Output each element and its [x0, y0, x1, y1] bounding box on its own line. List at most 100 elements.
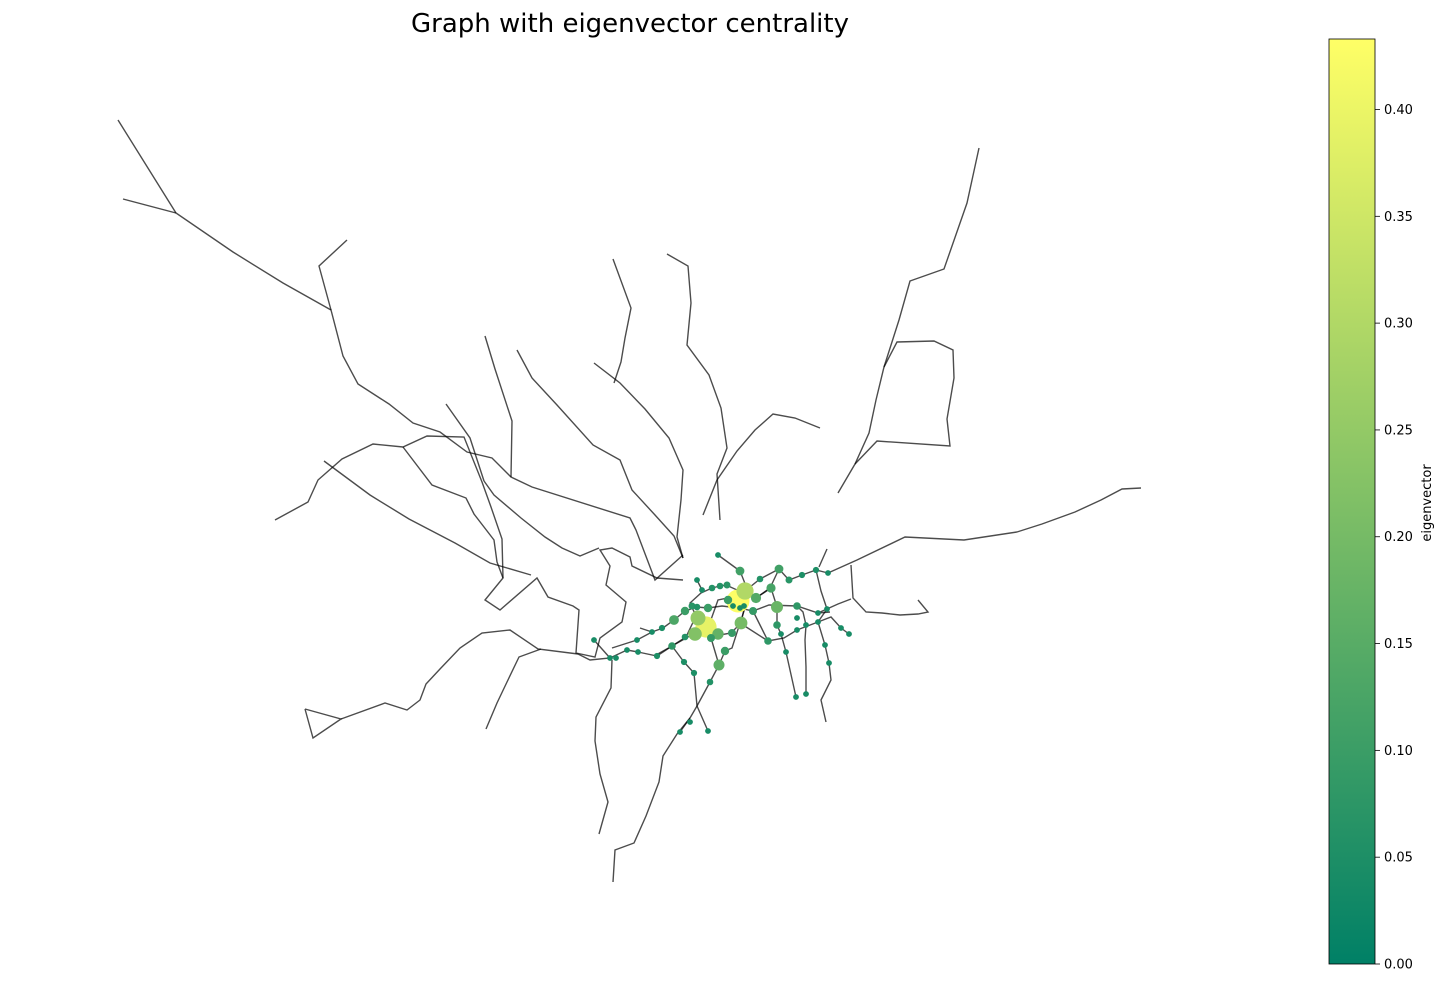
graph-node [730, 603, 736, 609]
colorbar-tick-label: 0.15 [1384, 637, 1413, 652]
graph-node [668, 642, 676, 650]
edge-branch [837, 147, 980, 494]
graph-node [826, 660, 832, 666]
graph-node [634, 637, 640, 643]
graph-node [812, 566, 820, 574]
graph-node [707, 634, 715, 642]
colorbar-tick-label: 0.10 [1384, 744, 1413, 759]
graph-node [803, 622, 809, 628]
graph-node [766, 583, 776, 593]
graph-node [688, 602, 696, 610]
graph-node [635, 649, 641, 655]
edge-branch [827, 487, 1142, 574]
edge-central [679, 597, 747, 733]
graph-node [690, 669, 698, 677]
graph-node [713, 659, 725, 671]
graph-node [783, 649, 789, 655]
graph-node [705, 728, 711, 734]
edge-branch [485, 648, 542, 730]
graph-node [793, 694, 799, 700]
colorbar-tick-label: 0.30 [1384, 317, 1413, 332]
graph-node [846, 631, 852, 637]
edge-branch [702, 413, 821, 516]
edge-branch [304, 708, 343, 740]
graph-node [736, 582, 754, 600]
colorbar-tick-label: 0.40 [1384, 103, 1413, 118]
graph-node [624, 647, 630, 653]
graph-node [681, 633, 689, 641]
edge-central [655, 645, 709, 732]
colorbar-tick-label: 0.25 [1384, 423, 1413, 438]
colorbar-label: eigenvector [1420, 464, 1435, 542]
graph-node [680, 606, 690, 616]
edge-central [752, 610, 769, 642]
graph-node [838, 625, 844, 631]
graph-node [794, 627, 800, 633]
graph-node [735, 566, 745, 576]
colorbar-tick-label: 0.05 [1384, 851, 1413, 866]
colorbar-tick-label: 0.20 [1384, 530, 1413, 545]
graph-node [677, 729, 683, 735]
colorbar-gradient [1328, 38, 1376, 965]
edge-branch [516, 349, 684, 559]
graph-nodes [591, 552, 852, 735]
graph-node [690, 610, 706, 626]
colorbar-tick-label: 0.00 [1384, 958, 1413, 973]
graph-node [785, 576, 793, 584]
graph-node [715, 552, 721, 558]
graph-node [815, 610, 821, 616]
edge-branch [122, 198, 177, 214]
graph-node [649, 629, 655, 635]
graph-node [749, 607, 757, 615]
graph-node [824, 606, 830, 612]
graph-node [613, 655, 619, 661]
graph-node [734, 616, 748, 630]
graph-node [712, 628, 724, 640]
edge-central [717, 554, 741, 572]
graph-node [793, 602, 801, 610]
edge-branch [483, 480, 600, 557]
graph-node [774, 564, 784, 574]
chart-title: Graph with eigenvector centrality [411, 9, 849, 39]
edge-branch [402, 446, 504, 579]
edge-central [817, 598, 852, 614]
graph-node [653, 652, 661, 660]
edge-branch [818, 548, 828, 568]
graph-node [778, 631, 784, 637]
graph-node [771, 601, 783, 613]
edge-branch [594, 659, 613, 835]
graph-node [716, 582, 724, 590]
edge-central [796, 605, 807, 694]
graph-node [723, 581, 731, 589]
graph-node [723, 595, 733, 605]
graph-node [825, 570, 831, 576]
graph-node [764, 637, 772, 645]
graph-node [658, 624, 666, 632]
graph-node [687, 719, 693, 725]
colorbar: 0.00 0.05 0.10 0.15 0.20 0.25 0.30 0.35 0.40 eig… [1328, 38, 1435, 973]
graph-node [756, 575, 764, 583]
graph-node [708, 584, 716, 592]
edge-branch [318, 239, 348, 311]
edge-branch [612, 717, 691, 883]
colorbar-ticks: 0.00 0.05 0.10 0.15 0.20 0.25 0.30 0.35 0.40 [1375, 103, 1413, 973]
graph-edges [117, 119, 1142, 883]
edge-branch [323, 460, 532, 576]
edge-branch [854, 340, 955, 465]
colorbar-tick-label: 0.35 [1384, 210, 1413, 225]
edge-branch [612, 258, 632, 384]
graph-node [798, 571, 806, 579]
graph-node [607, 655, 613, 661]
graph-node [706, 678, 714, 686]
edge-branch [666, 253, 728, 521]
edge-central [611, 604, 831, 649]
edge-branch [593, 362, 684, 559]
graph-node [794, 615, 800, 621]
edge-branch [117, 119, 684, 582]
edge-branch [850, 564, 930, 616]
graph-node [694, 577, 700, 583]
graph-node [669, 615, 679, 625]
edge-branch [445, 403, 485, 482]
edge-branch [340, 629, 579, 720]
